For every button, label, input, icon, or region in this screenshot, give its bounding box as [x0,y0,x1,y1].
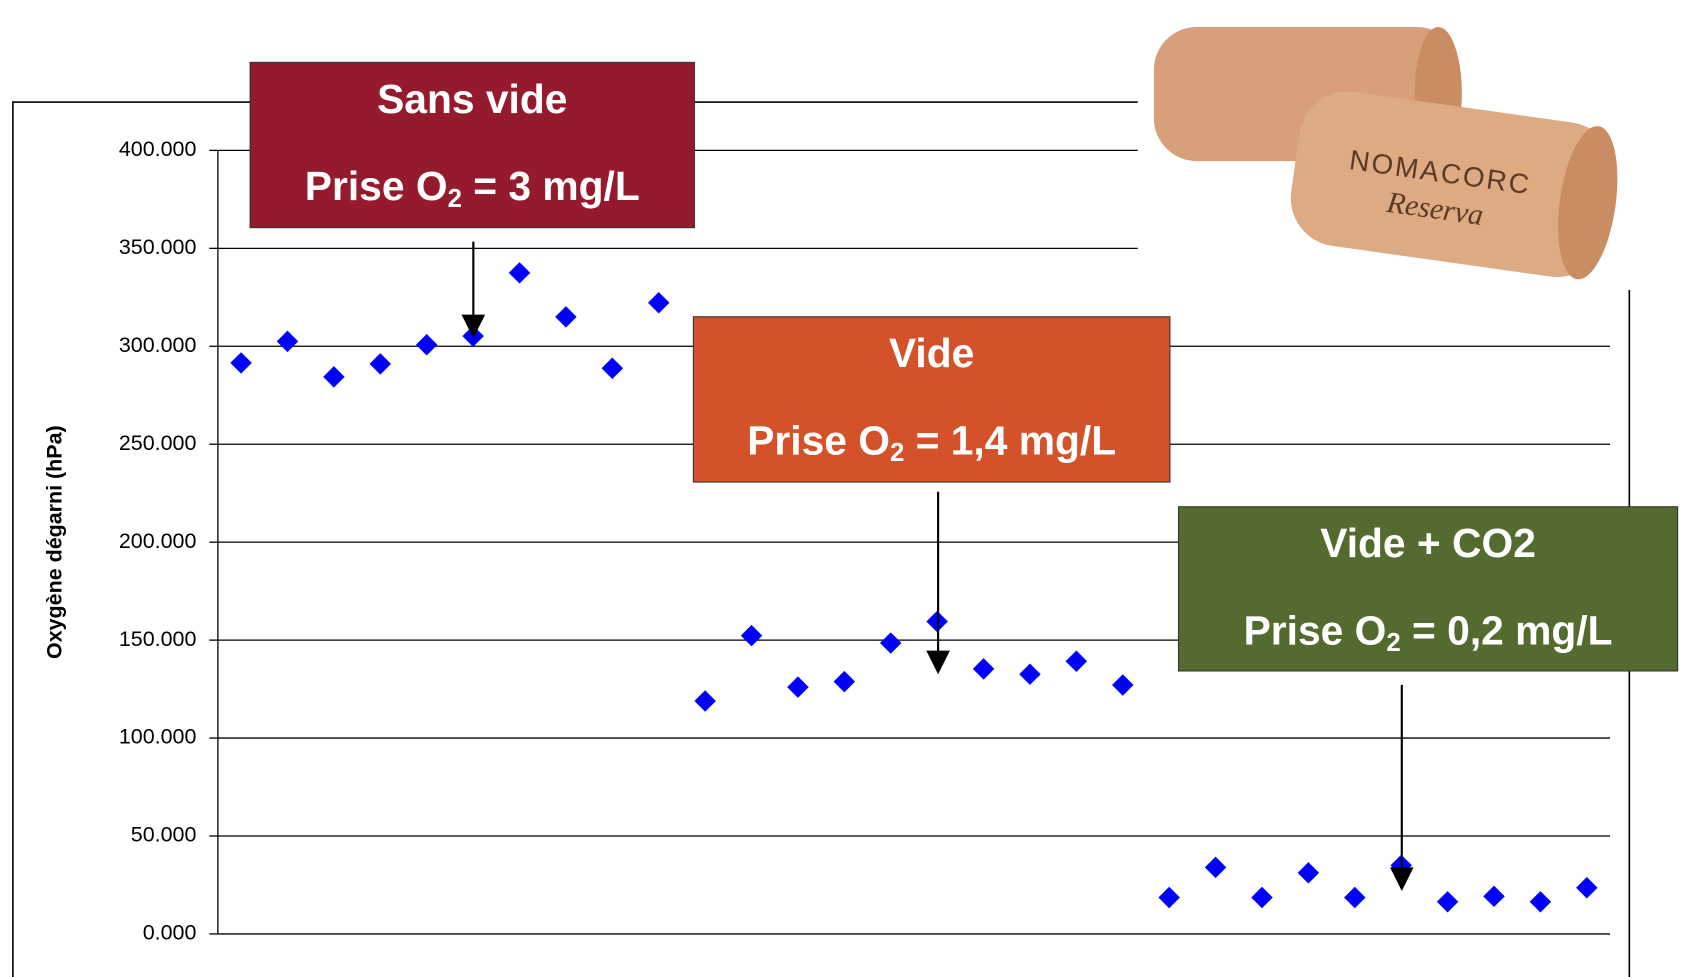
point [834,671,855,692]
annotation-text: Prise O2 = 3 mg/L [305,163,640,213]
annotation-subscript: 2 [890,439,904,467]
y-tick-label: 0.000 [143,921,197,945]
annotation-text-rest: = 0,2 mg/L [1401,607,1613,653]
annotation-text: Prise O2 = 1,4 mg/L [747,417,1116,467]
point [230,352,251,373]
point [370,353,391,374]
annotation-title: Vide [889,330,974,376]
point [880,632,901,653]
point [1437,891,1458,912]
point [1251,887,1272,908]
point [555,306,576,327]
y-tick-label: 400.000 [119,137,197,161]
arrow-head [926,651,950,675]
point [1298,862,1319,883]
point [1576,877,1597,898]
point [1205,857,1226,878]
annotation-subscript: 2 [1386,629,1400,657]
y-tick-label: 100.000 [119,725,197,749]
point [602,357,623,378]
annotation-title: Sans vide [377,76,567,122]
point [694,690,715,711]
point [1066,651,1087,672]
point [1019,663,1040,684]
point [1483,886,1504,907]
annotation-title: Vide + CO2 [1320,520,1536,566]
y-axis-label: Oxygène dégarni (hPa) [42,425,66,659]
y-tick-label: 200.000 [119,529,197,553]
point [648,292,669,313]
annotation-text-main: Prise O [305,163,448,209]
y-tick-label: 50.000 [131,823,197,847]
annotation-text: Prise O2 = 0,2 mg/L [1244,607,1613,657]
point [416,334,437,355]
y-tick-label: 350.000 [119,235,197,259]
point [1344,887,1365,908]
point [277,331,298,352]
annotation-text-main: Prise O [1244,607,1387,653]
point [323,366,344,387]
y-tick-label: 250.000 [119,431,197,455]
annotation-text-rest: = 1,4 mg/L [904,417,1116,463]
arrow-head [1390,867,1414,891]
point [509,262,530,283]
y-tick-label: 150.000 [119,627,197,651]
annotation-text-main: Prise O [747,417,890,463]
chart: Oxygène dégarni (hPa) NOMACORC Reserva 0… [0,0,1683,977]
point [1530,891,1551,912]
point [787,676,808,697]
annotation-text-rest: = 3 mg/L [462,163,640,209]
point [1112,674,1133,695]
cork-image: NOMACORC Reserva [1138,16,1675,290]
point [973,658,994,679]
point [1158,887,1179,908]
y-tick-label: 300.000 [119,333,197,357]
annotation-subscript: 2 [448,185,462,213]
point [741,625,762,646]
